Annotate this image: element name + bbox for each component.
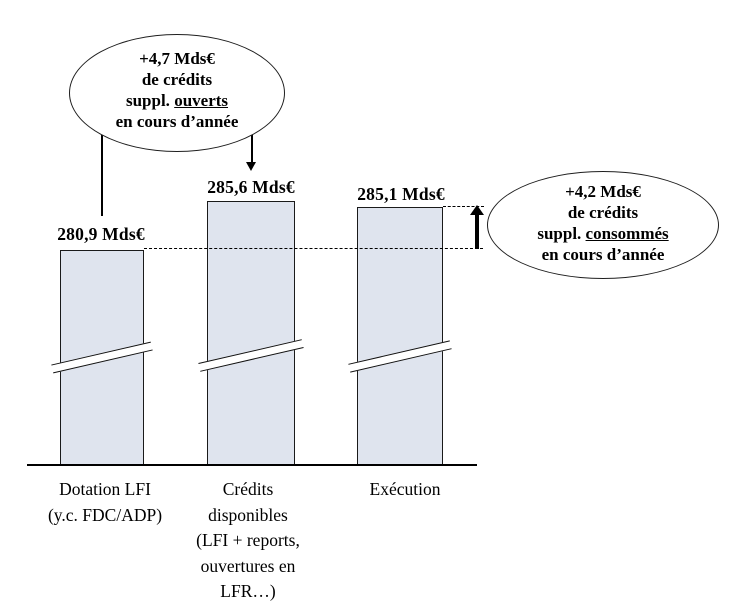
up-arrow-head-icon <box>470 205 484 215</box>
callout-line: +4,2 Mds€ <box>565 182 641 201</box>
callout-line: suppl. consommés <box>537 224 669 243</box>
bar-execution <box>357 207 443 466</box>
underlined-word: ouverts <box>174 91 229 110</box>
callout-line: de crédits <box>567 203 639 222</box>
up-arrow-icon <box>474 213 479 249</box>
callout-credits-consommes: +4,2 Mds€ de crédits suppl. consommés en… <box>487 171 719 279</box>
value-label-execution: 285,1 Mds€ <box>357 184 445 204</box>
callout-line: suppl. ouverts <box>125 91 229 110</box>
dashed-line-execution-level <box>443 206 484 207</box>
value-label-credits-disponibles: 285,6 Mds€ <box>207 177 295 197</box>
callout-line: de crédits <box>141 70 213 89</box>
callout-line: en cours d’année <box>115 112 239 131</box>
callout-line: en cours d’année <box>541 245 665 264</box>
callout-connector-line <box>101 134 103 216</box>
callout-credits-ouverts: +4,7 Mds€ de crédits suppl. ouverts en c… <box>69 34 285 152</box>
category-label-credits-disponibles: Crédits disponibles (LFI + reports, ouve… <box>196 479 300 601</box>
value-label-dotation-lfi: 280,9 Mds€ <box>57 224 145 244</box>
category-label-execution: Exécution <box>369 479 441 499</box>
bar-credits-disponibles <box>207 201 295 466</box>
dashed-line-lfi-level <box>144 248 483 249</box>
category-label-dotation-lfi: Dotation LFI (y.c. FDC/ADP) <box>47 479 163 525</box>
down-arrow-head-icon <box>246 162 256 171</box>
underlined-word: consommés <box>585 224 669 243</box>
x-axis-line <box>27 464 477 466</box>
callout-line: +4,7 Mds€ <box>139 49 215 68</box>
down-arrow-icon <box>251 134 253 162</box>
